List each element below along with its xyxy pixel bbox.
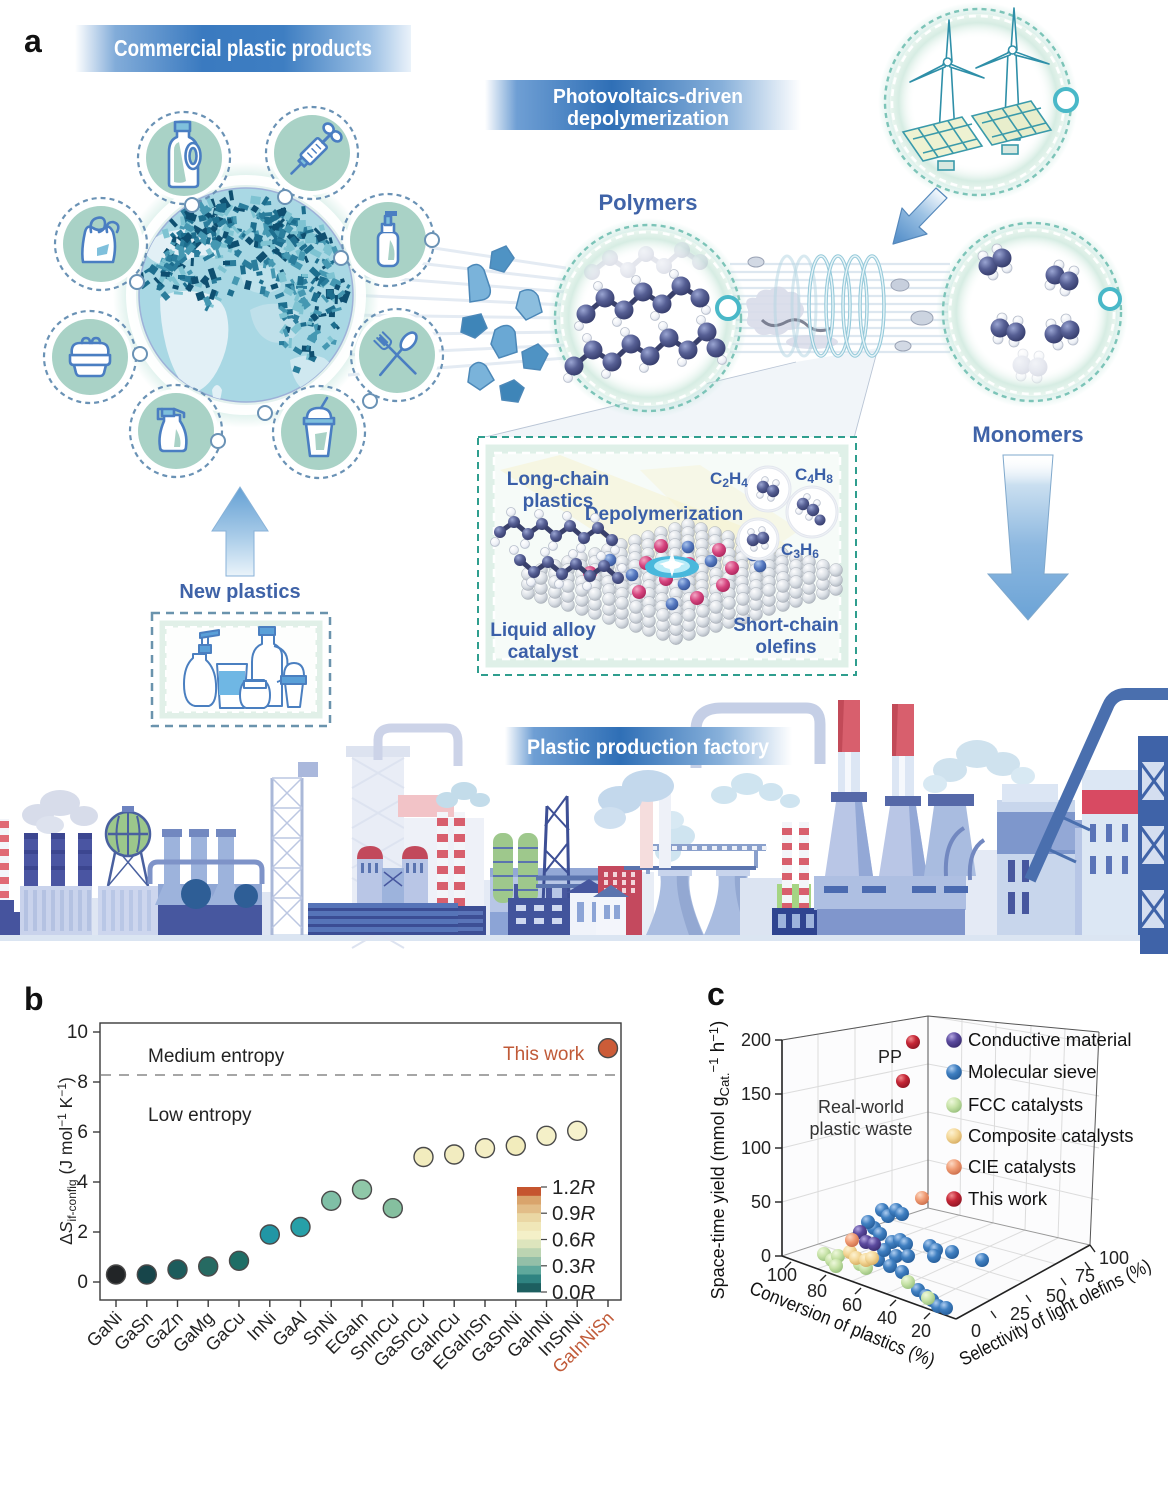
svg-text:100: 100 bbox=[767, 1265, 797, 1285]
svg-text:Liquid alloy: Liquid alloy bbox=[490, 620, 596, 641]
svg-text:20: 20 bbox=[911, 1321, 931, 1341]
svg-text:b: b bbox=[24, 981, 44, 1017]
svg-text:150: 150 bbox=[741, 1084, 771, 1104]
svg-text:C4H8: C4H8 bbox=[795, 465, 833, 486]
svg-text:4: 4 bbox=[77, 1172, 88, 1193]
svg-text:0: 0 bbox=[971, 1321, 981, 1341]
svg-text:plastics: plastics bbox=[523, 491, 594, 512]
svg-text:catalyst: catalyst bbox=[508, 642, 579, 663]
svg-text:0.3R: 0.3R bbox=[552, 1255, 596, 1278]
svg-text:Space-time yield (mmol gCat.−1: Space-time yield (mmol gCat.−1 h−1) bbox=[706, 1021, 732, 1300]
svg-text:0: 0 bbox=[761, 1246, 771, 1266]
svg-text:100: 100 bbox=[741, 1138, 771, 1158]
svg-text:c: c bbox=[707, 976, 725, 1012]
svg-text:This work: This work bbox=[503, 1044, 585, 1065]
svg-text:Medium entropy: Medium entropy bbox=[148, 1046, 285, 1067]
svg-text:60: 60 bbox=[842, 1295, 862, 1315]
svg-text:0.9R: 0.9R bbox=[552, 1202, 596, 1225]
svg-text:Conductive material: Conductive material bbox=[968, 1029, 1132, 1050]
svg-text:PP: PP bbox=[878, 1047, 902, 1067]
svg-text:depolymerization: depolymerization bbox=[567, 108, 729, 130]
svg-text:8: 8 bbox=[77, 1072, 88, 1093]
svg-text:Plastic production factory: Plastic production factory bbox=[527, 736, 769, 759]
svg-text:1.2R: 1.2R bbox=[552, 1176, 596, 1199]
svg-text:Molecular sieve: Molecular sieve bbox=[968, 1061, 1097, 1082]
svg-text:0: 0 bbox=[77, 1272, 88, 1293]
svg-text:C3H6: C3H6 bbox=[781, 540, 819, 561]
svg-text:C2H4: C2H4 bbox=[710, 469, 748, 490]
svg-text:This work: This work bbox=[968, 1188, 1048, 1209]
svg-text:FCC catalysts: FCC catalysts bbox=[968, 1094, 1083, 1115]
svg-text:0.6R: 0.6R bbox=[552, 1229, 596, 1252]
svg-text:a: a bbox=[24, 23, 42, 59]
svg-text:0.0R: 0.0R bbox=[552, 1281, 596, 1304]
svg-text:Photovoltaics-driven: Photovoltaics-driven bbox=[553, 86, 743, 108]
svg-text:Low entropy: Low entropy bbox=[148, 1105, 252, 1126]
svg-text:Monomers: Monomers bbox=[972, 422, 1083, 447]
svg-text:ΔSif-config (J mol−1 K−1): ΔSif-config (J mol−1 K−1) bbox=[55, 1077, 79, 1245]
svg-text:olefins: olefins bbox=[755, 637, 816, 658]
svg-text:50: 50 bbox=[1046, 1286, 1066, 1306]
svg-text:75: 75 bbox=[1075, 1266, 1095, 1286]
svg-text:plastic waste: plastic waste bbox=[809, 1119, 912, 1139]
svg-text:Short-chain: Short-chain bbox=[733, 615, 839, 636]
svg-text:CIE catalysts: CIE catalysts bbox=[968, 1156, 1076, 1177]
svg-text:25: 25 bbox=[1010, 1304, 1030, 1324]
svg-text:40: 40 bbox=[877, 1308, 897, 1328]
svg-text:2: 2 bbox=[77, 1222, 88, 1243]
svg-text:Polymers: Polymers bbox=[598, 190, 697, 215]
svg-text:200: 200 bbox=[741, 1030, 771, 1050]
svg-text:80: 80 bbox=[807, 1281, 827, 1301]
svg-text:Composite catalysts: Composite catalysts bbox=[968, 1125, 1134, 1146]
svg-text:10: 10 bbox=[67, 1022, 88, 1043]
svg-text:Commercial plastic products: Commercial plastic products bbox=[114, 35, 372, 61]
svg-text:Real-world: Real-world bbox=[818, 1097, 904, 1117]
svg-text:Long-chain: Long-chain bbox=[507, 469, 609, 490]
svg-text:100: 100 bbox=[1099, 1248, 1129, 1268]
svg-text:50: 50 bbox=[751, 1192, 771, 1212]
svg-text:Depolymerization: Depolymerization bbox=[585, 504, 743, 525]
svg-text:6: 6 bbox=[77, 1122, 88, 1143]
svg-text:New plastics: New plastics bbox=[179, 581, 300, 603]
